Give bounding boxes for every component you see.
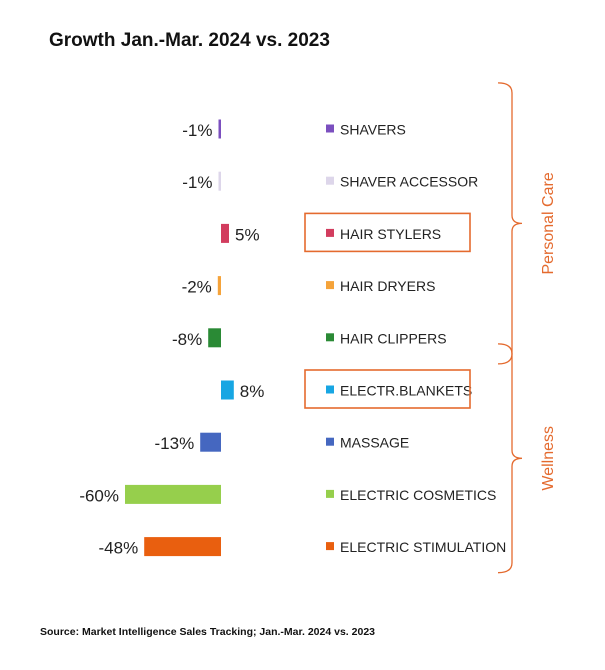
group-label-wellness: Wellness [540, 426, 557, 491]
legend-label-hair-clippers: HAIR CLIPPERS [340, 330, 447, 346]
data-label-hair-dryers: -2% [182, 278, 212, 297]
chart-title: Growth Jan.-Mar. 2024 vs. 2023 [49, 30, 330, 51]
bar-shaver-accessor [218, 171, 221, 191]
bar-massage [200, 432, 221, 452]
bracket-wellness [497, 343, 523, 574]
group-label-personal-care: Personal Care [540, 172, 557, 274]
bar-hair-stylers [221, 223, 229, 243]
data-label-shaver-accessor: -1% [182, 173, 212, 192]
legend-label-shavers: SHAVERS [340, 122, 406, 138]
legend-label-electric-cosmetics: ELECTRIC COSMETICS [340, 487, 496, 503]
bracket-personal-care [497, 82, 523, 365]
bar-shavers [218, 119, 221, 139]
source-note: Source: Market Intelligence Sales Tracki… [40, 626, 375, 638]
legend-label-hair-dryers: HAIR DRYERS [340, 278, 435, 294]
bar-electric-stimulation [144, 537, 221, 557]
data-label-electr-blankets: 8% [240, 382, 265, 401]
legend-marker-shaver-accessor [326, 176, 334, 185]
data-label-massage: -13% [155, 434, 195, 453]
legend-marker-hair-stylers [326, 228, 334, 237]
data-label-shavers: -1% [182, 121, 212, 140]
bar-electr-blankets [221, 380, 234, 400]
bar-hair-clippers [208, 328, 221, 348]
legend-marker-electr-blankets [326, 385, 334, 394]
legend-label-shaver-accessor: SHAVER ACCESSOR [340, 174, 478, 190]
legend-label-electr-blankets: ELECTR.BLANKETS [340, 383, 472, 399]
data-label-hair-clippers: -8% [172, 330, 202, 349]
highlight-box-hair-stylers [304, 212, 471, 253]
legend-marker-shavers [326, 124, 334, 133]
legend-marker-electric-cosmetics [326, 489, 334, 498]
bar-hair-dryers [217, 276, 221, 296]
data-label-hair-stylers: 5% [235, 225, 260, 244]
legend-label-electric-stimulation: ELECTRIC STIMULATION [340, 539, 506, 555]
legend-marker-massage [326, 437, 334, 446]
legend-label-massage: MASSAGE [340, 435, 409, 451]
legend-marker-hair-clippers [326, 333, 334, 342]
legend-label-hair-stylers: HAIR STYLERS [340, 226, 441, 242]
legend-marker-hair-dryers [326, 281, 334, 290]
data-label-electric-cosmetics: -60% [79, 486, 119, 505]
bar-electric-cosmetics [125, 484, 221, 504]
legend-marker-electric-stimulation [326, 542, 334, 551]
highlight-box-electr-blankets [304, 369, 471, 409]
data-label-electric-stimulation: -48% [99, 539, 139, 558]
